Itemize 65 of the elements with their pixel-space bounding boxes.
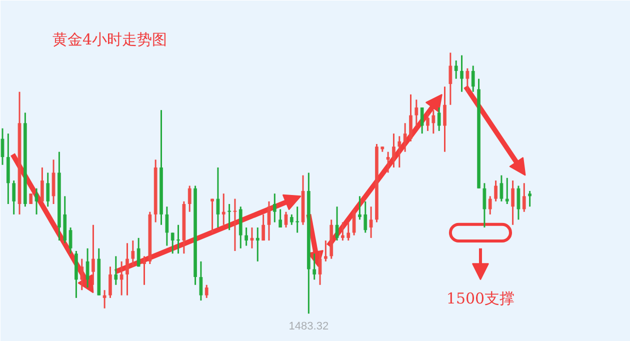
candlestick <box>114 255 118 286</box>
candlestick <box>426 112 430 132</box>
candlestick <box>466 68 470 93</box>
candlestick <box>131 240 135 268</box>
candlestick <box>443 86 446 153</box>
candlestick <box>120 260 124 296</box>
candlestick <box>136 237 140 268</box>
candlestick <box>34 188 38 216</box>
candlestick <box>228 203 231 231</box>
chart-title: 黄金4小时走势图 <box>52 30 168 48</box>
candlestick <box>409 94 412 142</box>
candlestick <box>500 174 504 202</box>
candlestick <box>432 109 436 134</box>
candlestick <box>296 206 300 234</box>
candlestick <box>222 192 226 226</box>
candlestick <box>86 248 90 288</box>
candlestick <box>80 258 84 291</box>
candlestick <box>92 224 95 286</box>
candlestick <box>392 132 396 168</box>
candlestick <box>126 242 129 296</box>
candlestick <box>505 177 509 205</box>
candlestick <box>437 106 441 132</box>
candlestick <box>528 190 532 208</box>
candlestick <box>204 284 208 299</box>
candlestick <box>386 151 390 174</box>
candlestick <box>12 180 16 216</box>
candlestick <box>188 184 192 213</box>
candlestick <box>199 260 203 302</box>
candlestick <box>448 52 452 106</box>
candlestick <box>256 226 260 262</box>
candlestick <box>511 180 514 226</box>
candlestick <box>142 255 146 286</box>
candlestick <box>364 200 368 234</box>
candlestick <box>522 182 526 213</box>
candlestick <box>398 135 402 168</box>
candlestick <box>324 240 328 262</box>
candlestick <box>460 54 464 93</box>
candlestick <box>471 64 475 93</box>
candlestick <box>403 122 407 153</box>
candlestick <box>46 172 50 208</box>
candlestick <box>346 222 350 242</box>
candlestick <box>494 180 498 202</box>
candlestick <box>165 206 169 246</box>
candlestick <box>454 60 458 80</box>
candlestick <box>244 226 248 246</box>
text: 1483.32 <box>288 320 329 333</box>
candlestick <box>414 98 418 126</box>
candlestick <box>108 266 112 299</box>
candlestick <box>358 195 362 220</box>
candlestick <box>176 224 180 254</box>
candlestick <box>262 214 266 242</box>
candlestick <box>341 222 344 242</box>
candlestick <box>290 214 294 226</box>
candlestick <box>170 232 174 254</box>
candlestick <box>210 198 214 234</box>
candlestick <box>482 182 486 228</box>
candlestick <box>272 192 276 224</box>
annotation: 1500支撑 <box>446 290 515 308</box>
candlestick <box>278 208 282 228</box>
candlestick <box>420 106 424 134</box>
candlestick <box>312 252 316 280</box>
candlestick <box>40 166 44 202</box>
candlestick <box>369 206 373 239</box>
candlestick <box>488 195 492 216</box>
candlestick <box>102 289 106 310</box>
